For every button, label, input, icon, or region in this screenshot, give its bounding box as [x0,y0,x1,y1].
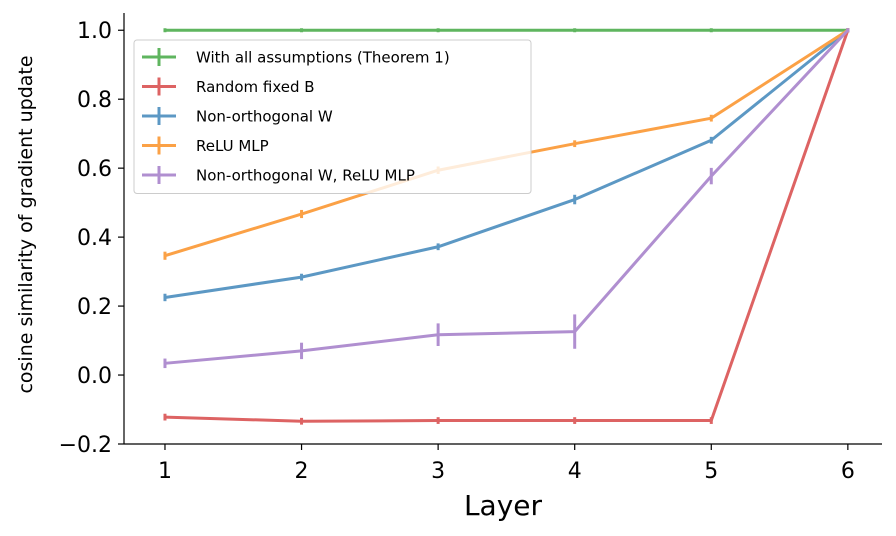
y-tick-label: 1.0 [77,19,112,44]
x-tick-label: 6 [841,459,855,484]
legend-frame [133,39,532,194]
legend-items: With all assumptions (Theorem 1) Random f… [142,48,450,185]
x-axis-label: Layer [464,489,543,522]
y-tick-label: 0.4 [77,226,112,251]
x-ticks: 1 2 3 4 5 6 [158,444,855,484]
x-tick-label: 2 [295,459,309,484]
y-tick-label: 0.2 [77,295,112,320]
legend-label: Non-orthogonal W [196,108,333,126]
legend-label: ReLU MLP [196,137,269,155]
y-axis-label: cosine similarity of gradient update [15,55,37,393]
x-tick-label: 3 [431,459,445,484]
x-tick-label: 4 [568,459,582,484]
series-line [163,28,850,365]
series-0 [163,28,850,33]
legend: With all assumptions (Theorem 1) Random f… [133,39,532,194]
x-tick-label: 1 [158,459,172,484]
legend-item: Random fixed B [142,77,315,96]
y-tick-label: 0.8 [77,88,112,113]
series-2 [163,28,850,302]
axes [123,13,882,445]
legend-label: Random fixed B [196,78,315,96]
y-tick-label: −0.2 [59,433,112,458]
legend-item: With all assumptions (Theorem 1) [142,48,450,67]
y-ticks: −0.2 0.0 0.2 0.4 0.6 0.8 1.0 [59,19,124,458]
y-tick-label: 0.0 [77,364,112,389]
series-4 [163,28,850,369]
legend-item: Non-orthogonal W [142,107,333,126]
x-tick-label: 5 [704,459,718,484]
legend-item: ReLU MLP [142,136,269,155]
y-tick-label: 0.6 [77,157,112,182]
legend-label: With all assumptions (Theorem 1) [196,49,450,67]
series-line [163,28,850,299]
legend-item: Non-orthogonal W, ReLU MLP [142,166,415,185]
series-line [163,28,850,423]
legend-label: Non-orthogonal W, ReLU MLP [196,167,415,185]
